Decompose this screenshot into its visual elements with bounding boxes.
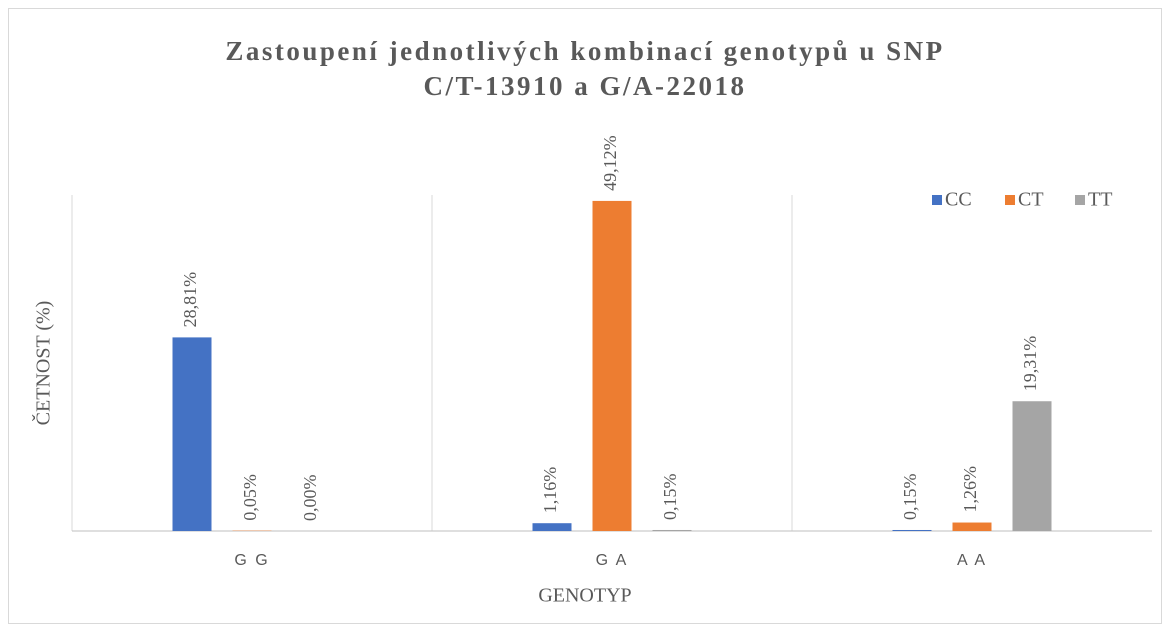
x-axis-title: GENOTYP [538,585,631,607]
legend-swatch [1005,195,1015,205]
bar [172,337,212,531]
bar [592,200,632,531]
chart-title: C/T-13910 a G/A-22018 [423,71,746,101]
x-tick-label: A A [957,552,987,569]
bar [892,529,932,531]
value-label: 1,26% [960,466,980,513]
value-label: 0,00% [300,475,320,522]
legend-swatch [1075,195,1085,205]
value-label: 0,05% [240,474,260,521]
value-label: 0,15% [900,473,920,520]
y-axis-title: ČETNOST (%) [31,301,55,426]
value-label: 49,12% [600,135,620,191]
chart-title: Zastoupení jednotlivých kombinací genoty… [225,36,944,66]
legend-swatch [932,195,942,205]
bar [652,529,692,531]
x-tick-label: G A [596,552,629,569]
legend-label: CC [945,189,972,211]
bar [532,523,572,531]
legend-label: TT [1088,189,1112,211]
legend-label: CT [1018,189,1044,211]
value-label: 28,81% [180,272,200,328]
x-tick-label: G G [234,552,269,569]
value-label: 0,15% [660,473,680,520]
bar [1012,401,1052,531]
value-label: 1,16% [540,467,560,514]
value-label: 19,31% [1020,336,1040,392]
bar [952,522,992,531]
